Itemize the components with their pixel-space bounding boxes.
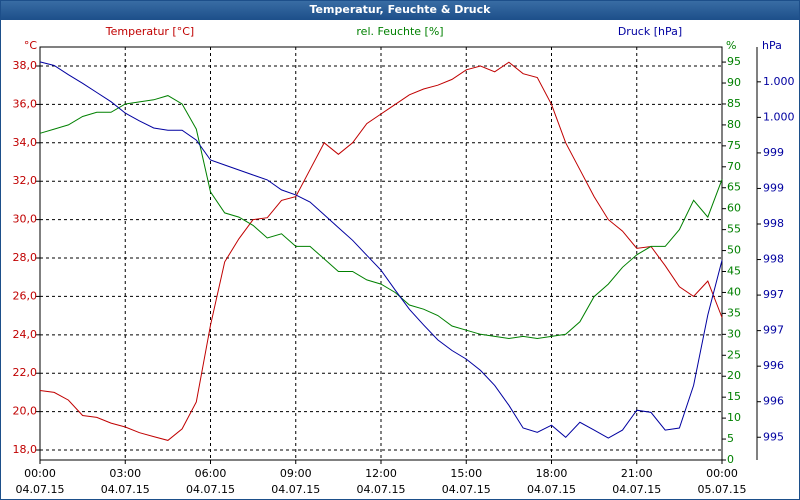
y-tick-label: 32,0	[13, 174, 38, 187]
y3-tick-label: 996	[763, 395, 784, 408]
y2-tick-label: 50	[727, 244, 741, 257]
y2-tick-label: 70	[727, 160, 741, 173]
x-tick-label: 06:00	[195, 467, 227, 480]
x-tick-label: 09:00	[280, 467, 312, 480]
x-tick-date: 05.07.15	[698, 483, 747, 496]
x-tick-date: 04.07.15	[527, 483, 576, 496]
y2-tick-label: 80	[727, 118, 741, 131]
y-tick-label: 36,0	[13, 97, 38, 110]
y-tick-label: 18,0	[13, 443, 38, 456]
y2-tick-label: 60	[727, 202, 741, 215]
y2-tick-label: 35	[727, 306, 741, 319]
y-tick-label: 22,0	[13, 366, 38, 379]
y-tick-label: 38,0	[13, 59, 38, 72]
chart-title: Temperatur, Feuchte & Druck	[310, 3, 492, 16]
y2-tick-label: 30	[727, 327, 741, 340]
y3-tick-label: 997	[763, 324, 784, 337]
y3-tick-label: 1.000	[763, 110, 795, 123]
y2-tick-label: 90	[727, 76, 741, 89]
y2-tick-label: 55	[727, 223, 741, 236]
legend-label: Temperatur [°C]	[105, 25, 194, 38]
x-tick-date: 04.07.15	[16, 483, 65, 496]
y2-tick-label: 25	[727, 348, 741, 361]
y3-tick-label: 998	[763, 217, 784, 230]
x-tick-label: 00:00	[706, 467, 738, 480]
x-tick-label: 00:00	[24, 467, 56, 480]
y3-tick-label: 1.000	[763, 75, 795, 88]
x-tick-date: 04.07.15	[101, 483, 150, 496]
y2-axis-unit: %	[726, 39, 736, 52]
data-line	[39, 61, 723, 441]
x-tick-date: 04.07.15	[612, 483, 661, 496]
y2-tick-label: 85	[727, 97, 741, 110]
legend-label: Druck [hPa]	[618, 25, 682, 38]
y-tick-label: 28,0	[13, 251, 38, 264]
x-tick-date: 04.07.15	[271, 483, 320, 496]
y-tick-label: 30,0	[13, 213, 38, 226]
y3-tick-label: 998	[763, 253, 784, 266]
y2-tick-label: 65	[727, 181, 741, 194]
y2-tick-label: 15	[727, 390, 741, 403]
legend-label: rel. Feuchte [%]	[356, 25, 443, 38]
x-tick-label: 15:00	[450, 467, 482, 480]
y2-tick-label: 40	[727, 285, 741, 298]
x-tick-label: 12:00	[365, 467, 397, 480]
x-tick-date: 04.07.15	[186, 483, 235, 496]
y2-tick-label: 75	[727, 139, 741, 152]
y-axis-unit: °C	[24, 39, 38, 52]
y-tick-label: 20,0	[13, 405, 38, 418]
y2-tick-label: 95	[727, 55, 741, 68]
y-tick-label: 26,0	[13, 289, 38, 302]
y3-tick-label: 999	[763, 146, 784, 159]
y2-tick-label: 45	[727, 265, 741, 278]
x-tick-label: 18:00	[536, 467, 568, 480]
x-tick-date: 04.07.15	[357, 483, 406, 496]
y3-tick-label: 997	[763, 288, 784, 301]
y3-axis-unit: hPa	[762, 39, 782, 52]
x-tick-label: 03:00	[109, 467, 141, 480]
y3-tick-label: 996	[763, 359, 784, 372]
y2-tick-label: 5	[727, 432, 734, 445]
data-line	[39, 61, 723, 439]
x-tick-date: 04.07.15	[442, 483, 491, 496]
title-bar	[0, 0, 800, 20]
y3-tick-label: 999	[763, 181, 784, 194]
y-tick-label: 24,0	[13, 328, 38, 341]
y2-tick-label: 0	[727, 453, 734, 466]
y3-tick-label: 995	[763, 430, 784, 443]
data-line	[39, 95, 723, 340]
y2-tick-label: 20	[727, 369, 741, 382]
x-tick-label: 21:00	[621, 467, 653, 480]
y-tick-label: 34,0	[13, 136, 38, 149]
y2-tick-label: 10	[727, 411, 741, 424]
plot-border	[39, 46, 723, 461]
